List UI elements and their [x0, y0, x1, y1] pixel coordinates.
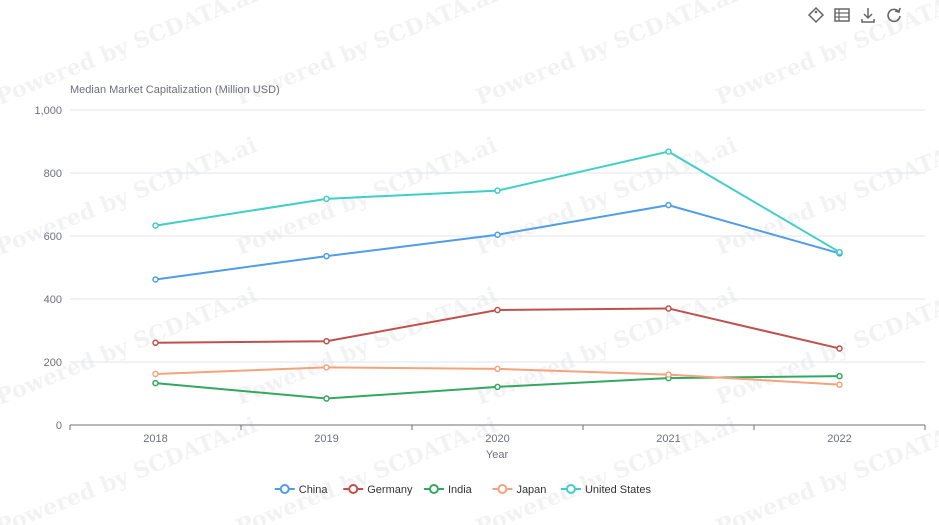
watermark-text: Powered by SCDATA.ai	[233, 412, 501, 525]
data-point[interactable]	[152, 339, 159, 347]
watermark-text: Powered by SCDATA.ai	[473, 0, 741, 111]
watermark-text: Powered by SCDATA.ai	[473, 412, 741, 525]
watermark-text: Powered by SCDATA.ai	[473, 132, 741, 261]
data-point[interactable]	[323, 195, 330, 203]
watermark-text: Powered by SCDATA.ai	[0, 132, 261, 261]
legend-item-germany[interactable]: Germany	[343, 484, 413, 496]
data-point[interactable]	[836, 381, 843, 388]
axes: 0 200 400 600 800 1,000 2018 2019 2020 2021 2022	[34, 105, 926, 445]
y-tick-label: 400	[44, 294, 62, 306]
data-point[interactable]	[494, 306, 501, 314]
x-tick-label: 2019	[314, 433, 338, 445]
y-tick-label: 800	[44, 168, 62, 180]
data-point[interactable]	[836, 372, 843, 380]
watermark-text: Powered by SCDATA.ai	[473, 282, 741, 411]
data-point[interactable]	[836, 345, 843, 352]
data-point[interactable]	[836, 248, 843, 256]
y-axis-title: Median Market Capitalization (Million US…	[70, 84, 280, 96]
data-point[interactable]	[665, 148, 672, 155]
series-japan	[152, 364, 843, 388]
watermark-text: Powered by SCDATA.ai	[0, 282, 261, 411]
legend-item-china[interactable]: China	[274, 484, 329, 496]
data-point[interactable]	[665, 305, 672, 312]
legend-item-united-states[interactable]: United States	[560, 484, 652, 496]
data-point[interactable]	[152, 379, 159, 387]
watermark-text: Powered by SCDATA.ai	[0, 412, 261, 525]
legend-item-india[interactable]: India	[423, 484, 473, 496]
x-tick-label: 2020	[485, 433, 509, 445]
x-tick-label: 2022	[827, 433, 851, 445]
series-line	[155, 307, 840, 350]
data-point[interactable]	[494, 365, 501, 373]
watermark-text: Powered by SCDATA.ai	[713, 412, 939, 525]
legend-marker-icon	[428, 484, 439, 494]
legend-label: Germany	[367, 484, 413, 496]
data-point[interactable]	[323, 337, 330, 345]
data-point[interactable]	[323, 252, 330, 260]
chart-toolbar	[807, 6, 903, 24]
download-icon[interactable]	[859, 6, 877, 24]
y-tick-label: 600	[44, 231, 62, 243]
legend-label: China	[299, 484, 329, 496]
x-tick-label: 2018	[143, 433, 167, 445]
legend-marker-icon	[348, 484, 359, 494]
series-germany	[152, 305, 843, 352]
legend-label: Japan	[516, 484, 546, 496]
legend-marker-icon	[497, 484, 508, 494]
x-tick-label: 2021	[656, 433, 680, 445]
data-point[interactable]	[665, 371, 672, 378]
tag-icon[interactable]	[807, 6, 825, 24]
legend: China Germany India Japan United States	[274, 484, 652, 496]
refresh-icon[interactable]	[885, 6, 903, 24]
legend-marker-icon	[565, 484, 576, 494]
series-united-states	[152, 148, 843, 256]
legend-label: United States	[585, 484, 652, 496]
y-tick-label: 0	[56, 420, 62, 432]
data-point[interactable]	[665, 201, 672, 209]
y-tick-label: 200	[44, 357, 62, 369]
series-layer	[152, 148, 843, 402]
data-point[interactable]	[494, 187, 501, 194]
data-point[interactable]	[494, 383, 501, 391]
data-point[interactable]	[152, 370, 159, 378]
legend-marker-icon	[279, 484, 290, 494]
y-tick-label: 1,000	[34, 105, 62, 117]
data-point[interactable]	[152, 276, 159, 283]
data-view-icon[interactable]	[833, 6, 851, 24]
watermark-text: Powered by SCDATA.ai	[233, 282, 501, 411]
watermark-text: Powered by SCDATA.ai	[713, 282, 939, 411]
data-point[interactable]	[152, 222, 159, 229]
legend-label: India	[448, 484, 473, 496]
data-point[interactable]	[494, 231, 501, 238]
series-china	[152, 201, 843, 283]
data-point[interactable]	[323, 395, 330, 402]
x-axis-title: Year	[486, 449, 509, 461]
legend-item-japan[interactable]: Japan	[492, 484, 546, 496]
data-point[interactable]	[323, 364, 330, 371]
